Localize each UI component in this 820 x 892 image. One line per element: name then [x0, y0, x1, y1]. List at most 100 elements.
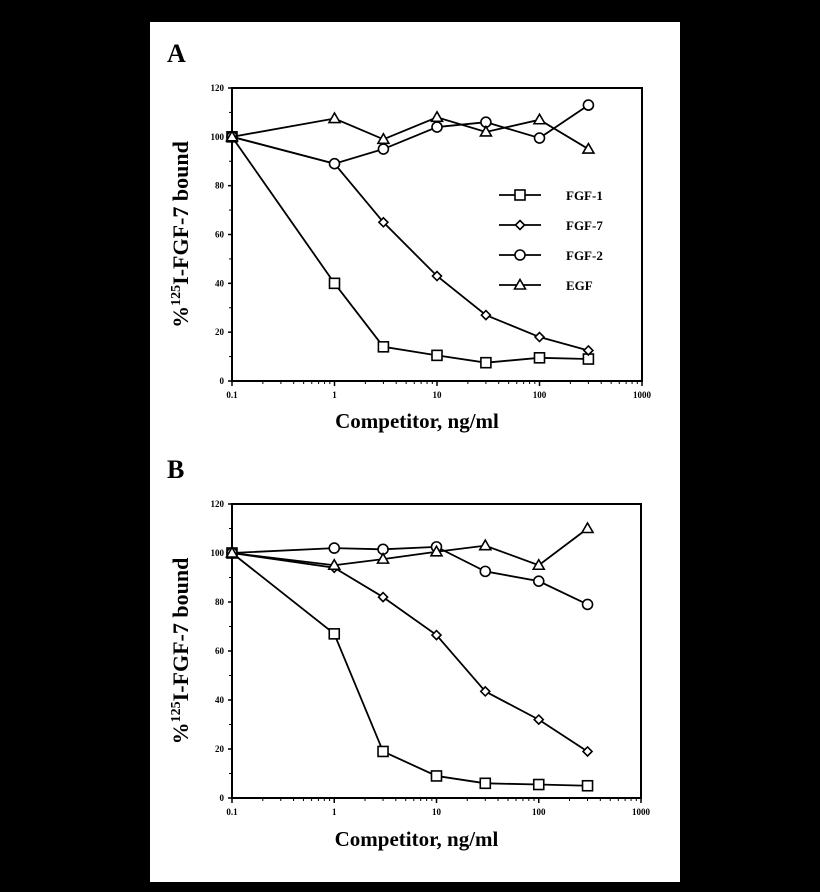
x-tick-label: 1	[332, 807, 337, 817]
x-tick-label: 1000	[632, 807, 651, 817]
marker-triangle	[581, 141, 596, 154]
marker-triangle	[429, 544, 444, 557]
y-tick-label: 60	[215, 646, 225, 656]
series-line	[231, 527, 589, 567]
x-tick-label: 1	[332, 390, 337, 400]
marker-triangle	[478, 538, 493, 551]
x-tick-label: 0.1	[226, 390, 238, 400]
legend: FGF-1 FGF-7 FGF-2 EGF	[499, 188, 603, 293]
panel-label: B	[167, 455, 184, 484]
panel-a: A 0 20 40 60 80 100 120 0.1 1 10 100 1000 Competitor,…	[167, 39, 652, 433]
marker-square	[514, 189, 526, 201]
y-axis-label-superscript: 125	[169, 285, 184, 306]
series-line	[231, 135, 589, 352]
figure-background	[150, 22, 680, 882]
marker-square	[480, 356, 492, 369]
y-tick-label: 100	[211, 132, 225, 142]
marker-diamond	[533, 331, 546, 343]
y-tick-label: 60	[215, 230, 225, 240]
marker-triangle	[225, 129, 239, 142]
y-axis-label-prefix: %	[168, 722, 193, 744]
marker-diamond	[582, 344, 595, 357]
marker-triangle	[531, 558, 546, 571]
y-tick-label: 0	[220, 376, 225, 386]
marker-circle	[582, 99, 595, 111]
series-line	[231, 104, 589, 165]
marker-diamond	[430, 629, 443, 641]
y-tick-label: 120	[211, 499, 225, 509]
y-tick-label: 100	[211, 548, 225, 558]
legend-label: FGF-7	[566, 218, 603, 233]
y-tick-label: 40	[215, 278, 225, 288]
x-tick-label: 10	[432, 807, 442, 817]
marker-square	[430, 770, 443, 782]
x-tick-label: 100	[532, 807, 546, 817]
marker-circle	[377, 143, 390, 155]
marker-square	[581, 779, 594, 792]
marker-circle	[533, 132, 546, 144]
marker-square	[377, 745, 389, 758]
x-tick-label: 10	[433, 390, 443, 400]
y-tick-label: 0	[220, 793, 225, 803]
y-axis-label: %125I-FGF-7 bound	[168, 141, 193, 328]
marker-triangle	[225, 545, 239, 558]
x-axis-label: Competitor, ng/ml	[335, 827, 499, 851]
marker-triangle	[376, 132, 391, 145]
marker-circle	[581, 598, 594, 611]
marker-diamond	[533, 713, 545, 726]
marker-triangle	[327, 558, 342, 571]
marker-diamond	[377, 591, 389, 603]
y-axis-label-main: I-FGF-7 bound	[168, 558, 193, 702]
marker-diamond	[377, 216, 390, 228]
legend-label: EGF	[566, 278, 593, 293]
marker-square	[431, 349, 443, 362]
series-diamond	[226, 131, 595, 357]
marker-triangle	[479, 124, 493, 137]
marker-diamond	[480, 309, 492, 321]
y-tick-label: 20	[215, 327, 225, 337]
y-tick-label: 20	[215, 744, 225, 754]
legend-label: FGF-2	[566, 248, 603, 263]
y-axis-label-superscript: 125	[169, 701, 184, 722]
x-axis-label: Competitor, ng/ml	[335, 409, 499, 433]
y-tick-label: 80	[215, 597, 225, 607]
series-circle	[226, 99, 595, 170]
marker-square	[377, 341, 390, 353]
x-tick-label: 1000	[633, 390, 652, 400]
marker-circle	[479, 565, 492, 578]
y-tick-label: 120	[211, 83, 225, 93]
marker-circle	[328, 157, 341, 170]
marker-triangle	[580, 521, 595, 534]
legend-label: FGF-1	[566, 188, 603, 203]
series-triangle	[225, 521, 595, 571]
marker-circle	[514, 249, 526, 261]
marker-diamond	[479, 685, 491, 698]
marker-square	[328, 628, 341, 640]
y-axis-label-main: I-FGF-7 bound	[168, 141, 193, 285]
marker-circle	[532, 575, 545, 587]
marker-diamond	[514, 219, 526, 231]
series-line	[231, 552, 588, 787]
panel-label: A	[167, 39, 186, 68]
marker-square	[533, 352, 546, 364]
marker-triangle	[376, 552, 390, 564]
x-tick-label: 100	[533, 390, 547, 400]
marker-triangle	[327, 111, 342, 124]
series-circle	[226, 541, 594, 611]
marker-diamond	[581, 745, 594, 758]
x-tick-label: 0.1	[226, 807, 238, 817]
marker-circle	[431, 121, 443, 133]
y-axis-label-prefix: %	[168, 306, 193, 328]
marker-square	[328, 277, 341, 290]
series-triangle	[225, 110, 596, 154]
marker-square	[532, 778, 545, 791]
marker-square	[479, 777, 492, 790]
marker-triangle	[532, 112, 547, 125]
marker-triangle	[513, 277, 527, 290]
panel-b: B 0 20 40 60 80 100 120 0.1 1 10 100 1000 Competitor,…	[167, 455, 651, 851]
y-tick-label: 80	[215, 181, 225, 191]
y-tick-label: 40	[215, 695, 225, 705]
y-axis-label: %125I-FGF-7 bound	[168, 558, 193, 745]
